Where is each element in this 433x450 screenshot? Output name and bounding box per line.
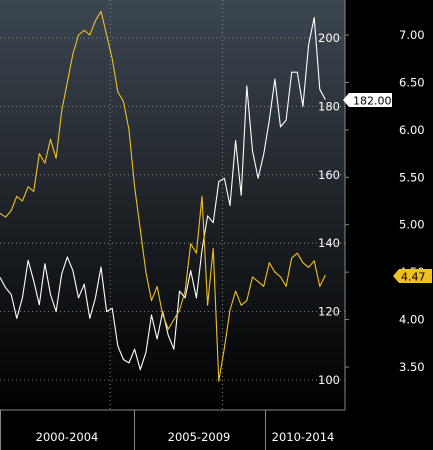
period-label: 2005-2009	[168, 430, 231, 444]
right-axis-tick-label: 5.50	[399, 170, 425, 184]
right-axis-tick-label: 4.00	[399, 313, 425, 327]
left-axis-tick-label: 160	[318, 168, 340, 182]
gold-last-value-label: 4.47	[401, 271, 426, 284]
left-axis-tick-label: 100	[318, 373, 340, 387]
x-period-labels: 2000-2004 2005-2009 2010-2014	[36, 430, 335, 444]
white-last-value-label: 182.00	[353, 95, 392, 108]
right-axis-tick-label: 5.00	[399, 218, 425, 232]
grid-lines	[0, 0, 345, 450]
gold-series-last-value-badge: 4.47	[393, 269, 432, 284]
left-axis-ticks: 100 120 140 160 180 200	[318, 31, 340, 387]
series-lines	[0, 10, 326, 382]
right-axis-tick-label: 3.50	[399, 360, 425, 374]
right-axis-ticks: 3.504.004.505.005.506.006.507.00	[345, 28, 425, 374]
period-label: 2010-2014	[272, 430, 335, 444]
gold-series-line	[0, 10, 326, 382]
left-axis-tick-label: 140	[318, 236, 340, 250]
left-axis-tick-label: 180	[318, 99, 340, 113]
left-axis-tick-label: 200	[318, 31, 340, 45]
white-series-line	[0, 16, 326, 371]
right-axis-tick-label: 6.50	[399, 75, 425, 89]
right-axis-tick-label: 6.00	[399, 123, 425, 137]
period-label: 2000-2004	[36, 430, 99, 444]
white-series-last-value-badge: 182.00	[343, 93, 392, 108]
right-axis-tick-label: 7.00	[399, 28, 425, 42]
plot-background	[0, 0, 345, 410]
left-axis-tick-label: 120	[318, 305, 340, 319]
